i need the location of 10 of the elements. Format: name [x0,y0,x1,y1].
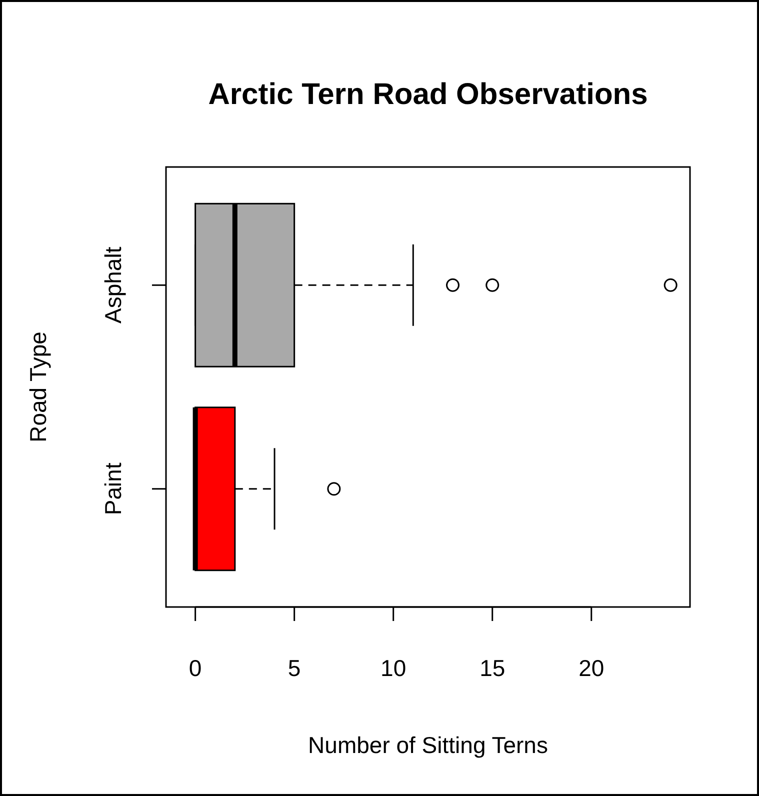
x-tick-label: 10 [380,655,406,681]
x-axis-title: Number of Sitting Terns [308,732,548,758]
y-tick-label: Paint [100,462,126,516]
x-tick-label: 0 [188,655,202,681]
chart-title: Arctic Tern Road Observations [208,78,648,111]
x-tick-label: 20 [578,655,604,681]
y-axis-title: Road Type [25,332,51,442]
x-tick-label: 5 [288,655,301,681]
y-tick-label: Asphalt [100,246,126,324]
x-tick-label: 15 [480,655,506,681]
